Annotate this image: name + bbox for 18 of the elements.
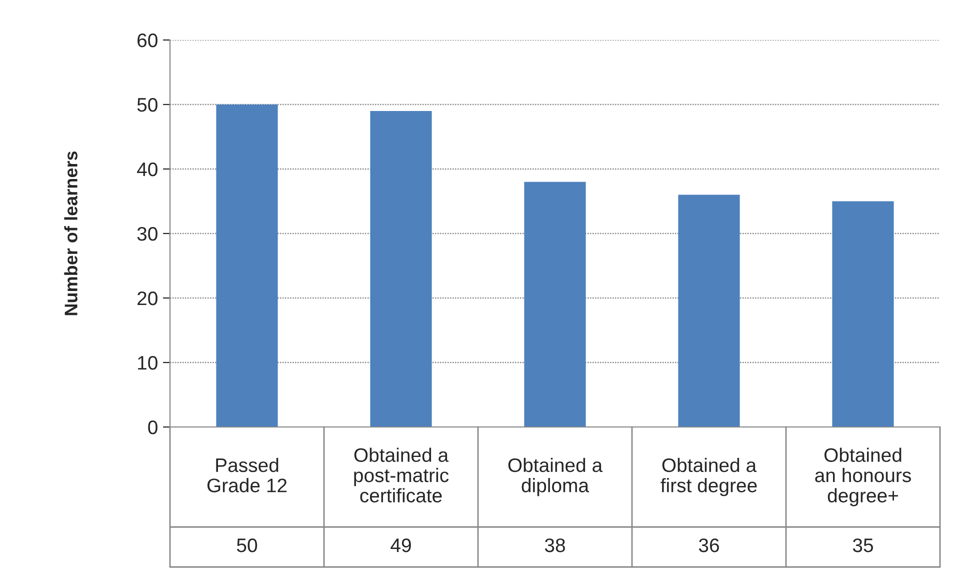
- y-tick-label: 10: [138, 356, 158, 370]
- data-label: 35: [852, 538, 873, 552]
- y-tick-label: 20: [138, 291, 158, 306]
- y-tick-label: 30: [137, 226, 158, 241]
- x-tick-label: Obtained a first degree: [660, 458, 757, 496]
- x-tick-label: Obtained a post-matric certificate: [354, 448, 449, 502]
- y-tick-label: 40: [137, 162, 158, 176]
- x-tick-label: Passed Grade 12: [207, 458, 287, 492]
- data-label: 49: [390, 538, 411, 552]
- data-label: 38: [544, 538, 565, 552]
- data-label: 36: [698, 538, 719, 552]
- y-tick-label: 0: [148, 420, 158, 434]
- y-tick-label: 50: [137, 98, 158, 112]
- y-tick-label: 60: [138, 33, 158, 48]
- x-tick-label: Obtained a diploma: [508, 458, 603, 496]
- y-axis-title: Number of learners: [64, 151, 78, 316]
- x-tick-label: Obtained an honours degree+: [815, 448, 911, 506]
- data-label: 50: [236, 538, 258, 552]
